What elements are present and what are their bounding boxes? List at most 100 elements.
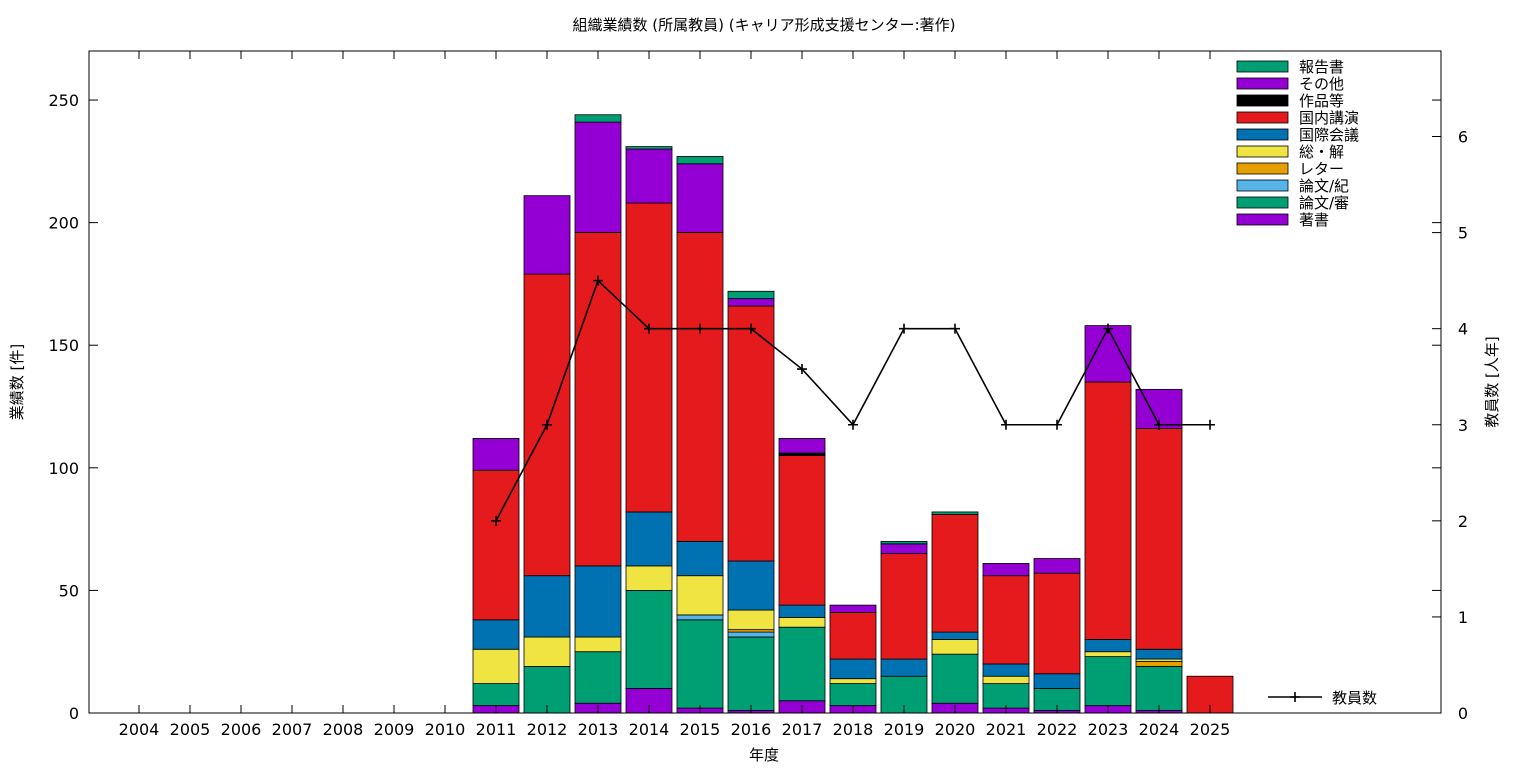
y2-tick-label: 1 [1458, 608, 1468, 627]
bar-segment [523, 575, 571, 638]
bar-segment [982, 563, 1030, 577]
legend-entry: 教員数 [1332, 689, 1377, 707]
bar-segment [625, 146, 673, 150]
bar-segment [829, 683, 877, 707]
y2-tick-label: 2 [1458, 512, 1468, 531]
bar-segment [1084, 325, 1132, 383]
bar-segment [931, 639, 979, 655]
legend-swatch [1236, 213, 1289, 226]
bar-segment [727, 290, 775, 300]
bar-segment [931, 631, 979, 640]
legend-entry: 論文/審 [1299, 194, 1349, 212]
bar-segment [523, 636, 571, 667]
bar-segment [982, 575, 1030, 665]
bar-segment [1135, 428, 1183, 650]
x-tick-label: 2018 [833, 720, 874, 739]
bar-segment [472, 469, 520, 621]
teacher-count-point [848, 419, 858, 430]
teacher-count-point [950, 323, 960, 334]
bar-segment [676, 614, 724, 621]
bar-segment [676, 156, 724, 165]
plot-frame [88, 50, 1442, 714]
bar-segment [1135, 648, 1183, 660]
legend-swatch [1236, 162, 1289, 175]
bar-segment [625, 202, 673, 513]
y-axis-label: 業績数 [件] [8, 344, 26, 420]
x-tick-label: 2025 [1190, 720, 1231, 739]
x-tick-label: 2010 [425, 720, 466, 739]
axes-layer: 0 50 100 150 200 250 0 1 2 3 4 5 6 2004 2005 2006 2007 20… [48, 51, 1468, 739]
bar-segment [472, 619, 520, 650]
bar-segment [574, 636, 622, 653]
bar-segment [574, 232, 622, 567]
legend-entry: 著書 [1299, 211, 1329, 229]
bar-segment [472, 437, 520, 471]
teacher-count-point [1205, 419, 1215, 430]
y2-tick-label: 0 [1458, 704, 1468, 723]
bar-segment [1084, 639, 1132, 653]
y-tick-label: 150 [48, 336, 79, 355]
bar-segment [829, 604, 877, 613]
bar-segment [625, 590, 673, 689]
bar-segment [676, 575, 724, 616]
bar-segment [574, 651, 622, 704]
x-tick-label: 2009 [374, 720, 415, 739]
legend-swatch [1236, 94, 1289, 107]
bar-segment [676, 619, 724, 709]
bar-segment [523, 273, 571, 577]
teacher-count-point [797, 364, 807, 375]
x-tick-label: 2016 [731, 720, 772, 739]
x-tick-label: 2015 [680, 720, 721, 739]
bar-segment [574, 121, 622, 233]
y-tick-label: 200 [48, 214, 79, 233]
bar-segment [472, 683, 520, 707]
chart-title: 組織業績数 (所属教員) (キャリア形成支援センター:著作) [572, 16, 955, 34]
y2-tick-label: 5 [1458, 224, 1468, 243]
x-tick-label: 2017 [782, 720, 823, 739]
legend-swatch [1236, 111, 1289, 124]
legend-entry: レター [1299, 160, 1344, 178]
bars-layer [472, 114, 1234, 714]
legend-entry: その他 [1299, 75, 1344, 93]
bar-segment [829, 612, 877, 660]
y-tick-label: 250 [48, 91, 79, 110]
bar-segment [727, 631, 775, 638]
bar-segment [1033, 558, 1081, 574]
x-tick-label: 2008 [323, 720, 364, 739]
bar-segment [676, 540, 724, 577]
bar-segment [574, 565, 622, 638]
bar-segment [625, 148, 673, 204]
legend-entry: 国内講演 [1299, 109, 1359, 127]
x-tick-label: 2011 [476, 720, 517, 739]
bar-segment [982, 663, 1030, 677]
bar-segment [574, 114, 622, 123]
bar-segment [676, 232, 724, 542]
teacher-count-point [593, 275, 603, 286]
bar-segment [727, 560, 775, 611]
bar-segment [982, 675, 1030, 684]
legend-swatch [1236, 196, 1289, 209]
bar-segment [982, 683, 1030, 709]
x-tick-label: 2020 [935, 720, 976, 739]
y2-axis-label: 教員数 [人年] [1483, 336, 1501, 427]
bar-segment [778, 604, 826, 618]
bar-segment [778, 616, 826, 628]
legend-entry: 報告書 [1299, 58, 1344, 76]
teacher-count-point [746, 323, 756, 334]
bar-segment [625, 511, 673, 567]
bar-segment [1135, 661, 1183, 667]
legend-line-marker [1290, 692, 1300, 702]
bar-segment [625, 565, 673, 591]
bar-segment [1033, 572, 1081, 675]
bar-segment [880, 658, 928, 677]
bar-segment [1084, 651, 1132, 658]
legend-swatch [1236, 128, 1289, 141]
bar-segment [829, 678, 877, 684]
x-tick-label: 2024 [1139, 720, 1180, 739]
x-tick-label: 2012 [527, 720, 568, 739]
x-tick-label: 2006 [221, 720, 262, 739]
teacher-count-point [542, 419, 552, 430]
bar-segment [727, 609, 775, 631]
bar-segment [676, 163, 724, 233]
bar-segment [1033, 673, 1081, 689]
